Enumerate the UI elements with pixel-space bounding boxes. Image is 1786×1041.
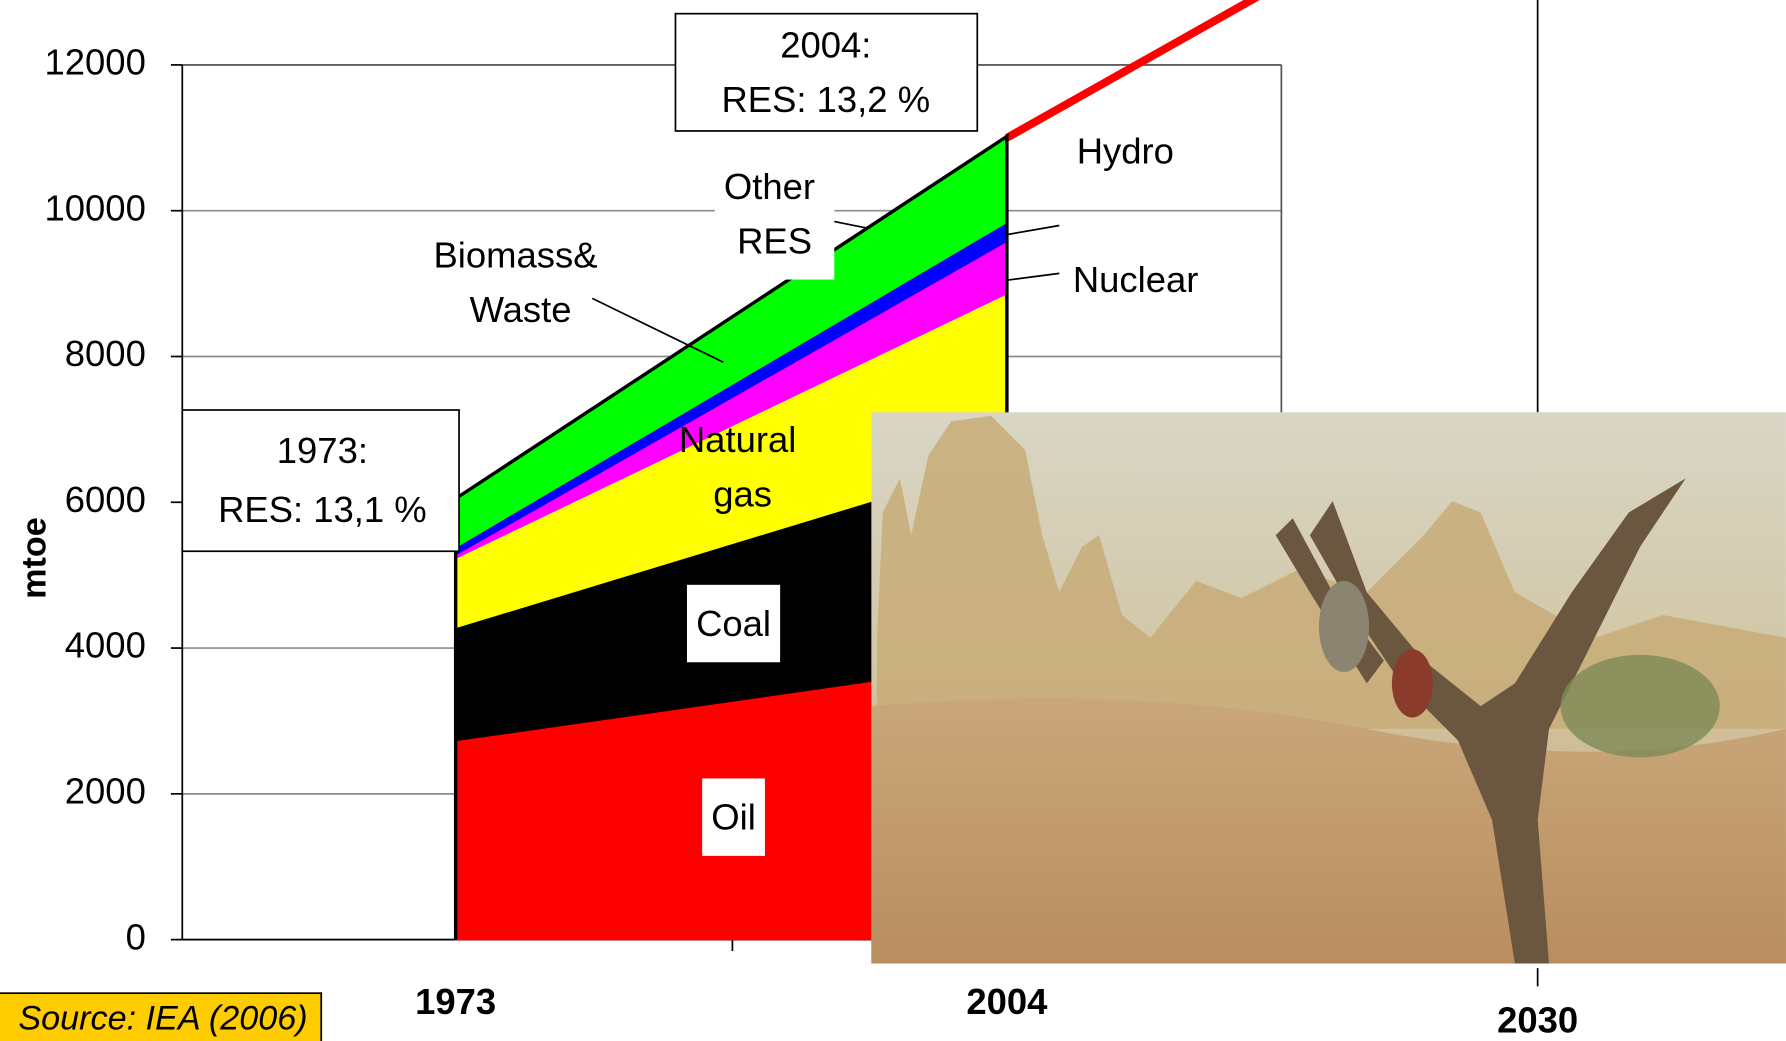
- leader-line: [591, 297, 724, 363]
- photo-ground: [871, 698, 1786, 964]
- label-background: [686, 584, 781, 663]
- photo-bush: [1560, 654, 1720, 758]
- leader-line: [1006, 224, 1060, 236]
- label-background: [702, 778, 765, 856]
- y-tick-label: 2000: [65, 770, 146, 811]
- photo-figure: [1391, 649, 1433, 718]
- source-box: Source: IEA (2006): [0, 992, 323, 1041]
- series-label: Biomass& Waste: [433, 234, 607, 330]
- annotation-text: RES: 13,1 %: [218, 489, 427, 530]
- label-background: [714, 147, 835, 280]
- y-axis-label: mtoe: [16, 517, 54, 599]
- source: Source: IEA (2006): [18, 1000, 307, 1038]
- source-background: [0, 992, 323, 1041]
- photo-tree: [1309, 478, 1686, 964]
- y-tick-label: 6000: [65, 479, 146, 520]
- series-label: Hydro: [1077, 130, 1174, 171]
- y-tick-label: 8000: [65, 333, 146, 374]
- projection-line: [1004, 0, 1260, 142]
- annotation-box: [674, 12, 979, 132]
- series-label: Natural gas: [679, 419, 807, 515]
- labels: Oil Coal Natural gas Nuclear Hydro Biomass& W…: [181, 12, 1199, 856]
- annotation-text: 1973:: [277, 430, 368, 471]
- leader-line: [1006, 272, 1060, 282]
- annotation-box: [181, 409, 460, 553]
- y-tick-label: 0: [126, 916, 146, 957]
- annotation-text: RES: 13,2 %: [721, 79, 930, 120]
- y-tick-label: 4000: [65, 625, 146, 666]
- series-label: Oil: [711, 797, 756, 838]
- x-tick-label: 2030: [1497, 999, 1578, 1040]
- series-label: Nuclear: [1073, 259, 1199, 300]
- photo: [871, 412, 1786, 964]
- series-label: Other RES: [724, 166, 825, 262]
- y-tick-label: 12000: [45, 42, 146, 83]
- photo-figure: [1318, 580, 1370, 672]
- x-tick-label: 2004: [966, 981, 1048, 1022]
- series-label: Coal: [696, 603, 771, 644]
- annotation-text: 2004:: [780, 24, 871, 65]
- x-tick-label: 1973: [415, 981, 496, 1022]
- y-tick-label: 10000: [45, 187, 146, 228]
